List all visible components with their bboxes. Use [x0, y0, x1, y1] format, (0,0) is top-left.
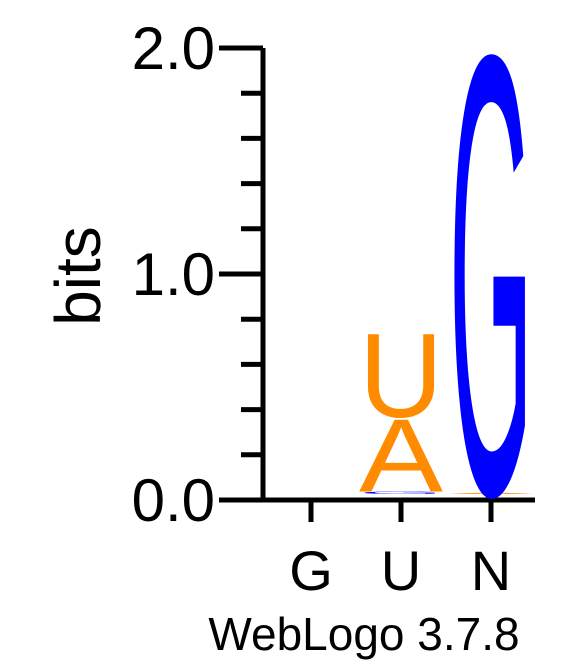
y-tick-label: 0.0 [132, 467, 215, 534]
x-tick-label: U [381, 539, 421, 602]
weblogo-footer: WebLogo 3.7.8 [208, 608, 519, 660]
logo-letter-a: A [449, 493, 534, 495]
logo-letter-a: A [359, 398, 443, 514]
y-ticks: 0.0 1.0 2.0 [132, 15, 263, 534]
logo-letter-g: G [449, 0, 533, 627]
x-tick-label: N [471, 539, 511, 602]
logo-letter-u: U [359, 310, 443, 444]
y-tick-label: 2.0 [132, 15, 215, 82]
y-tick-label: 1.0 [132, 241, 215, 308]
x-tick-label: G [289, 539, 333, 602]
y-axis-label: bits [42, 226, 114, 326]
logo-letter-g: G [359, 491, 443, 495]
